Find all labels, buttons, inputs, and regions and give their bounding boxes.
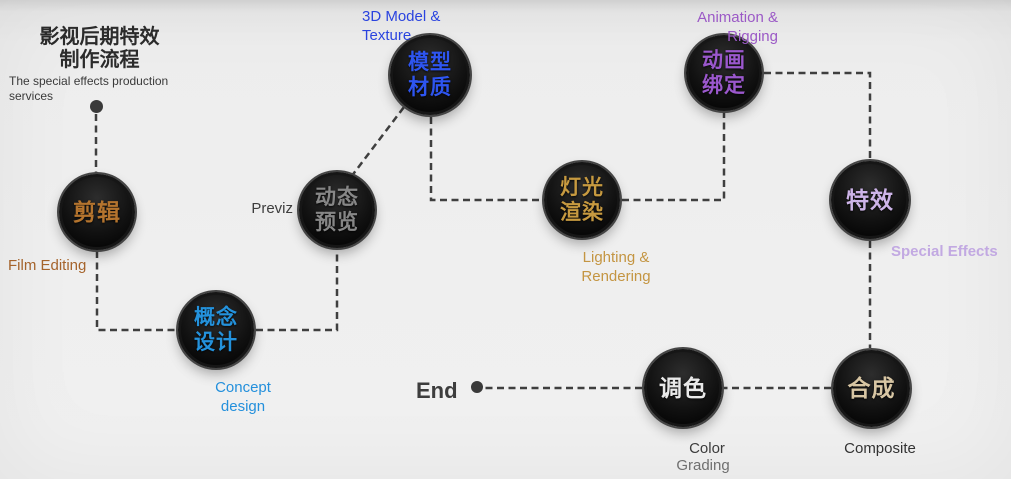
caption-previz: Previz xyxy=(251,200,293,217)
connector-lighting-to-animation xyxy=(622,112,726,202)
caption-color-grading-line1: Color xyxy=(689,440,725,457)
node-color-grading-label: 调色 xyxy=(659,374,707,401)
node-film-editing-label: 剪辑 xyxy=(73,198,121,225)
page-title: 影视后期特效 制作流程 xyxy=(39,26,160,71)
node-film-editing: 剪辑 xyxy=(59,174,135,250)
node-animation-rigging: 动画 绑定 xyxy=(686,35,762,111)
node-lighting-rendering-label: 灯光 渲染 xyxy=(560,176,604,224)
caption-lighting-rendering: Lighting & Rendering xyxy=(581,249,651,285)
caption-color-grading-line2: Grading xyxy=(676,457,730,474)
node-concept-design-label: 概念 设计 xyxy=(194,306,238,354)
caption-concept-design: Concept design xyxy=(215,379,271,415)
connector-previz-to-model xyxy=(350,106,405,178)
node-special-effects-label: 特效 xyxy=(846,186,894,213)
caption-animation-rigging: Animation & Rigging xyxy=(697,9,778,45)
caption-film-editing: Film Editing xyxy=(8,257,87,274)
caption-model-texture: 3D Model & Texture xyxy=(362,8,441,44)
start-dot xyxy=(90,100,103,113)
node-composite-label: 合成 xyxy=(847,375,896,401)
caption-composite: Composite xyxy=(844,440,916,457)
connector-concept-to-previz xyxy=(256,249,339,332)
node-color-grading: 调色 xyxy=(644,349,722,427)
connector-editing-to-concept xyxy=(95,251,176,332)
node-model-texture-label: 模型 材质 xyxy=(408,51,452,99)
end-dot xyxy=(471,381,483,393)
node-concept-design: 概念 设计 xyxy=(178,292,254,368)
node-lighting-rendering: 灯光 渲染 xyxy=(544,162,620,238)
node-model-texture: 模型 材质 xyxy=(390,35,470,115)
node-composite: 合成 xyxy=(833,350,910,427)
connector-animation-to-sfx xyxy=(764,71,872,160)
end-label: End xyxy=(416,378,458,403)
caption-special-effects: Special Effects xyxy=(891,243,998,260)
node-previz-label: 动态 预览 xyxy=(315,186,359,234)
page-subtitle: The special effects production services xyxy=(9,74,169,103)
node-animation-rigging-label: 动画 绑定 xyxy=(702,49,746,97)
node-special-effects: 特效 xyxy=(831,161,909,239)
node-previz: 动态 预览 xyxy=(299,172,375,248)
connector-model-to-lighting xyxy=(429,117,542,202)
